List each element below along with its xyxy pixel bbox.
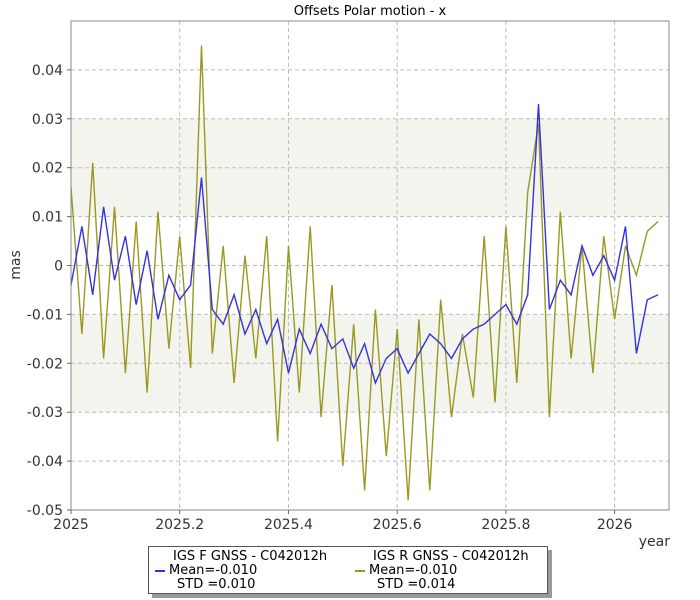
y-tick-label: -0.04 bbox=[27, 454, 63, 470]
grid bbox=[71, 21, 669, 510]
legend-series-name: IGS R GNSS - C042012h bbox=[373, 549, 529, 564]
legend-entry-r: IGS R GNSS - C042012h Mean=-0.010 STD =0… bbox=[349, 549, 545, 593]
legend-series-name: IGS F GNSS - C042012h bbox=[173, 549, 328, 564]
legend-std: STD =0.010 bbox=[177, 577, 256, 592]
x-tick-labels: 2025 2025.2 2025.4 2025.6 2025.8 2026 bbox=[53, 510, 633, 533]
shaded-band-0 bbox=[71, 118, 669, 217]
x-tick-label: 2025.2 bbox=[155, 517, 204, 533]
y-tick-label: -0.01 bbox=[27, 307, 63, 323]
x-tick-label: 2026 bbox=[597, 517, 633, 533]
legend: IGS F GNSS - C042012h Mean=-0.010 STD =0… bbox=[148, 546, 548, 594]
y-tick-label: -0.03 bbox=[27, 405, 63, 421]
chart-title: Offsets Polar motion - x bbox=[294, 4, 447, 19]
series-line bbox=[70, 45, 659, 501]
y-tick-label: -0.05 bbox=[27, 503, 63, 519]
y-axis-label: mas bbox=[8, 250, 24, 280]
legend-swatch-f bbox=[155, 570, 165, 572]
y-tick-label: 0.04 bbox=[32, 63, 63, 79]
legend-swatch-r bbox=[355, 570, 365, 572]
legend-mean: Mean=-0.010 bbox=[369, 563, 458, 578]
x-tick-label: 2025.6 bbox=[373, 517, 422, 533]
x-tick-label: 2025 bbox=[53, 517, 89, 533]
legend-std: STD =0.014 bbox=[377, 577, 456, 592]
y-tick-label: 0.03 bbox=[32, 112, 63, 128]
series-line bbox=[70, 104, 659, 385]
legend-entry-f: IGS F GNSS - C042012h Mean=-0.010 STD =0… bbox=[149, 549, 345, 593]
x-tick-label: 2025.8 bbox=[481, 517, 530, 533]
y-tick-label: 0 bbox=[54, 259, 63, 275]
y-tick-label: 0.02 bbox=[32, 161, 63, 177]
x-tick-label: 2025.4 bbox=[264, 517, 313, 533]
y-tick-label: 0.01 bbox=[32, 210, 63, 226]
x-axis-label: year bbox=[639, 534, 670, 550]
y-tick-labels: 0.04 0.03 0.02 0.01 0 -0.01 -0.02 -0.03 -0.04 -0.… bbox=[27, 63, 71, 519]
legend-mean: Mean=-0.010 bbox=[169, 563, 258, 578]
series-layer bbox=[70, 45, 659, 501]
plot-background bbox=[71, 21, 669, 510]
y-tick-label: -0.02 bbox=[27, 356, 63, 372]
